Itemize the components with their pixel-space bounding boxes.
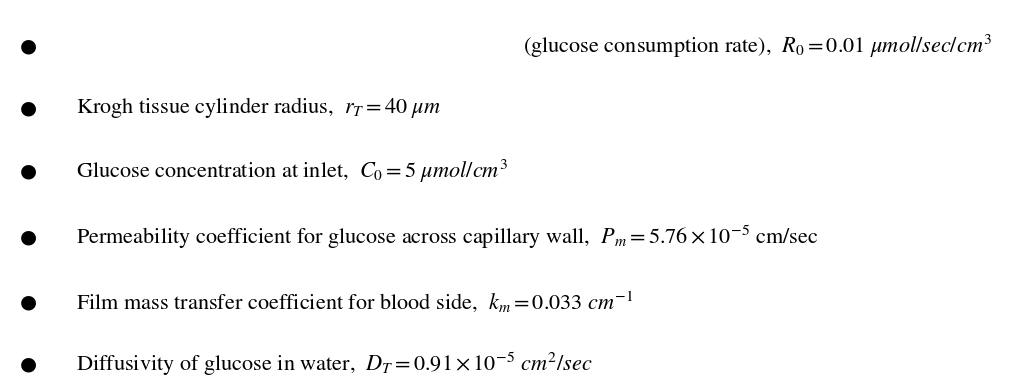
Text: Glucose concentration at inlet,  $C_0 = 5\ \mu mol/cm^3$: Glucose concentration at inlet, $C_0 = 5… (76, 158, 508, 185)
Text: ●: ● (20, 354, 36, 373)
Text: ●: ● (20, 293, 36, 312)
Text: Diffusivity of glucose in water,  $D_T = 0.91 \times 10^{-5}\ cm^2/sec$: Diffusivity of glucose in water, $D_T = … (76, 350, 591, 378)
Text: (glucose consumption rate),  $R_0 = 0.01\ \mu mol/sec/cm^3$: (glucose consumption rate), $R_0 = 0.01\… (522, 33, 991, 60)
Text: ●: ● (20, 37, 36, 56)
Text: Film mass transfer coefficient for blood side,  $k_m = 0.033\ cm^{-1}$: Film mass transfer coefficient for blood… (76, 290, 633, 315)
Text: Permeability coefficient for glucose across capillary wall,  $P_m = 5.76 \times : Permeability coefficient for glucose acr… (76, 223, 818, 251)
Text: ●: ● (20, 227, 36, 246)
Text: Krogh tissue cylinder radius,  $r_T = 40\ \mu m$: Krogh tissue cylinder radius, $r_T = 40\… (76, 95, 441, 120)
Text: ●: ● (20, 98, 36, 117)
Text: ●: ● (20, 162, 36, 181)
